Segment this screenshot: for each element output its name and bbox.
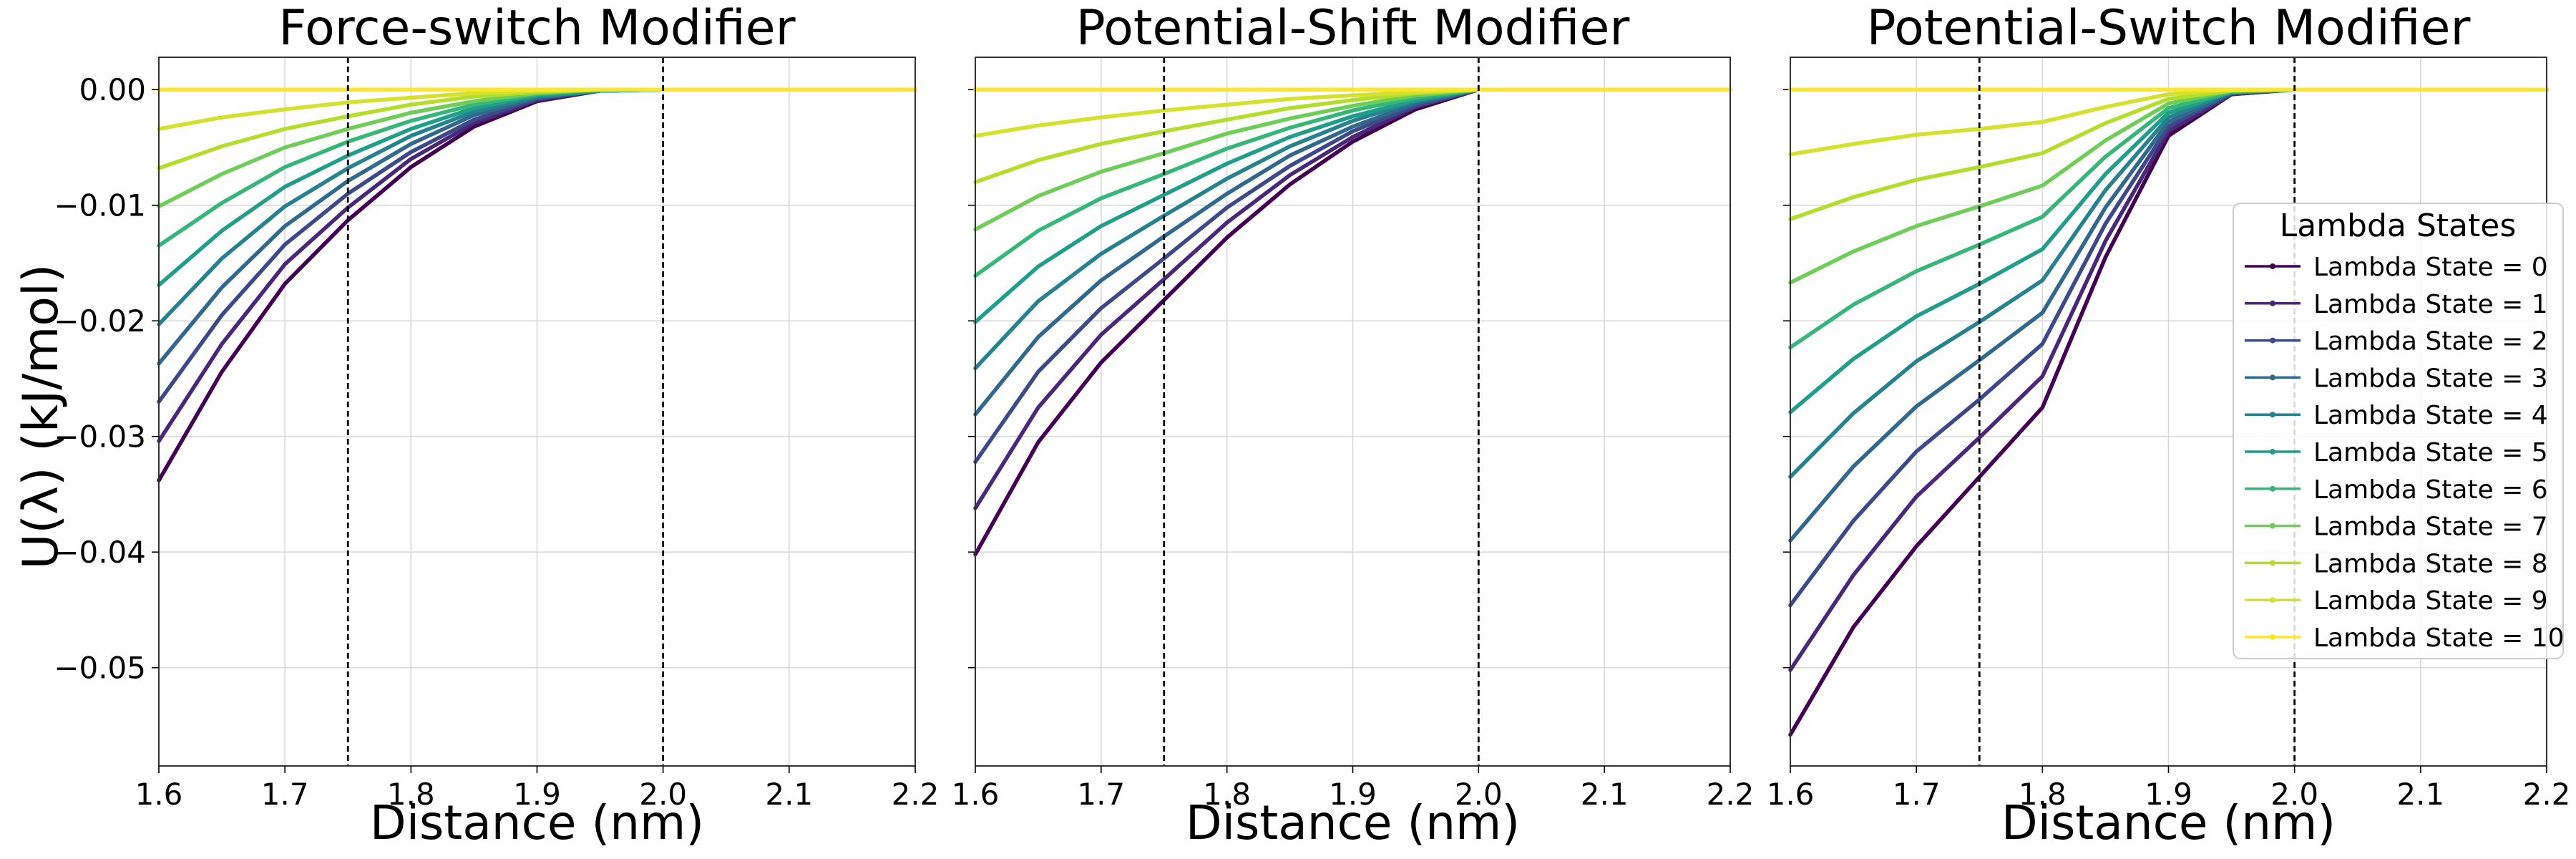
legend-label: Lambda State = 6 bbox=[2313, 475, 2548, 505]
legend-marker bbox=[2270, 374, 2275, 381]
legend-label: Lambda State = 2 bbox=[2313, 327, 2548, 356]
legend-label: Lambda State = 9 bbox=[2313, 586, 2548, 616]
x-tick-label: 1.7 bbox=[1893, 777, 1941, 812]
y-tick-label: −0.04 bbox=[54, 535, 146, 570]
legend: Lambda States Lambda State = 0 Lambda Stat… bbox=[2233, 203, 2565, 659]
panel-title: Potential-Shift Modifier bbox=[1076, 0, 1630, 57]
legend-item: Lambda State = 8 bbox=[2245, 549, 2548, 578]
legend-marker bbox=[2270, 634, 2275, 640]
legend-item: Lambda State = 6 bbox=[2245, 475, 2548, 505]
legend-marker bbox=[2270, 597, 2275, 603]
legend-item: Lambda State = 4 bbox=[2245, 401, 2548, 430]
panel-title: Force-switch Modifier bbox=[278, 0, 795, 57]
y-tick-label: −0.03 bbox=[54, 419, 146, 455]
x-tick-label: 1.8 bbox=[1203, 777, 1251, 812]
x-tick-label: 1.6 bbox=[135, 777, 183, 812]
legend-box bbox=[2233, 203, 2564, 659]
y-tick-label: 0.00 bbox=[79, 72, 146, 107]
legend-item: Lambda State = 0 bbox=[2245, 253, 2548, 282]
panel-1: 1.6 1.7 1.8 1.9 2.0 2.1 2.2 0.00 −0.01 −0.02 −0.03… bbox=[54, 0, 939, 850]
x-tick-label: 1.9 bbox=[513, 777, 561, 812]
x-tick-label: 2.1 bbox=[2396, 777, 2444, 812]
panel-title: Potential-Switch Modifier bbox=[1867, 0, 2471, 57]
legend-label: Lambda State = 1 bbox=[2313, 290, 2548, 319]
legend-label: Lambda State = 8 bbox=[2313, 549, 2548, 578]
x-axis-label: Distance (nm) bbox=[370, 795, 704, 850]
x-tick-label: 2.2 bbox=[2523, 777, 2571, 812]
legend-marker bbox=[2270, 523, 2275, 529]
x-tick-label: 1.8 bbox=[387, 777, 435, 812]
x-tick-label: 1.9 bbox=[2145, 777, 2192, 812]
x-tick-label: 1.6 bbox=[952, 777, 1000, 812]
y-tick-label: −0.01 bbox=[54, 188, 146, 223]
x-tick-label: 2.1 bbox=[1581, 777, 1629, 812]
legend-title: Lambda States bbox=[2280, 208, 2517, 244]
panel-3: 1.6 1.7 1.8 1.9 2.0 2.1 2.2 Potential-Switch Mo… bbox=[1767, 0, 2571, 850]
legend-marker bbox=[2270, 560, 2275, 566]
x-tick-label: 1.8 bbox=[2019, 777, 2067, 812]
y-axis-label: U(λ) (kJ/mol) bbox=[13, 264, 69, 570]
legend-label: Lambda State = 3 bbox=[2313, 364, 2548, 393]
x-tick-label: 2.2 bbox=[892, 777, 940, 812]
x-tick-label: 1.7 bbox=[1077, 777, 1125, 812]
legend-item: Lambda State = 10 bbox=[2245, 623, 2565, 653]
x-tick-label: 1.6 bbox=[1767, 777, 1815, 812]
x-axis-label: Distance (nm) bbox=[1186, 795, 1520, 850]
legend-label: Lambda State = 4 bbox=[2313, 401, 2548, 430]
legend-marker bbox=[2270, 449, 2275, 455]
legend-item: Lambda State = 2 bbox=[2245, 327, 2548, 356]
x-tick-label: 1.7 bbox=[261, 777, 309, 812]
legend-marker bbox=[2270, 485, 2275, 492]
x-tick-label: 2.1 bbox=[765, 777, 813, 812]
x-tick-label: 2.0 bbox=[639, 777, 687, 812]
legend-label: Lambda State = 7 bbox=[2313, 513, 2548, 542]
legend-item: Lambda State = 9 bbox=[2245, 586, 2548, 616]
legend-label: Lambda State = 5 bbox=[2313, 438, 2548, 467]
legend-marker bbox=[2270, 300, 2275, 306]
x-axis-label: Distance (nm) bbox=[2001, 795, 2336, 850]
legend-marker bbox=[2270, 337, 2275, 344]
panel-2: 1.6 1.7 1.8 1.9 2.0 2.1 2.2 Potential-Shift Mod… bbox=[952, 0, 1755, 850]
y-tick-label: −0.02 bbox=[54, 304, 146, 339]
legend-marker bbox=[2270, 263, 2275, 269]
legend-label: Lambda State = 10 bbox=[2313, 623, 2565, 653]
x-tick-label: 2.2 bbox=[1707, 777, 1755, 812]
legend-marker bbox=[2270, 412, 2275, 418]
legend-item: Lambda State = 7 bbox=[2245, 513, 2548, 542]
legend-item: Lambda State = 5 bbox=[2245, 438, 2548, 467]
y-tick-label: −0.05 bbox=[54, 651, 146, 686]
legend-item: Lambda State = 1 bbox=[2245, 290, 2548, 319]
x-tick-label: 2.0 bbox=[2270, 777, 2318, 812]
legend-item: Lambda State = 3 bbox=[2245, 364, 2548, 393]
legend-label: Lambda State = 0 bbox=[2313, 253, 2548, 282]
x-tick-label: 2.0 bbox=[1455, 777, 1503, 812]
x-tick-label: 1.9 bbox=[1329, 777, 1377, 812]
